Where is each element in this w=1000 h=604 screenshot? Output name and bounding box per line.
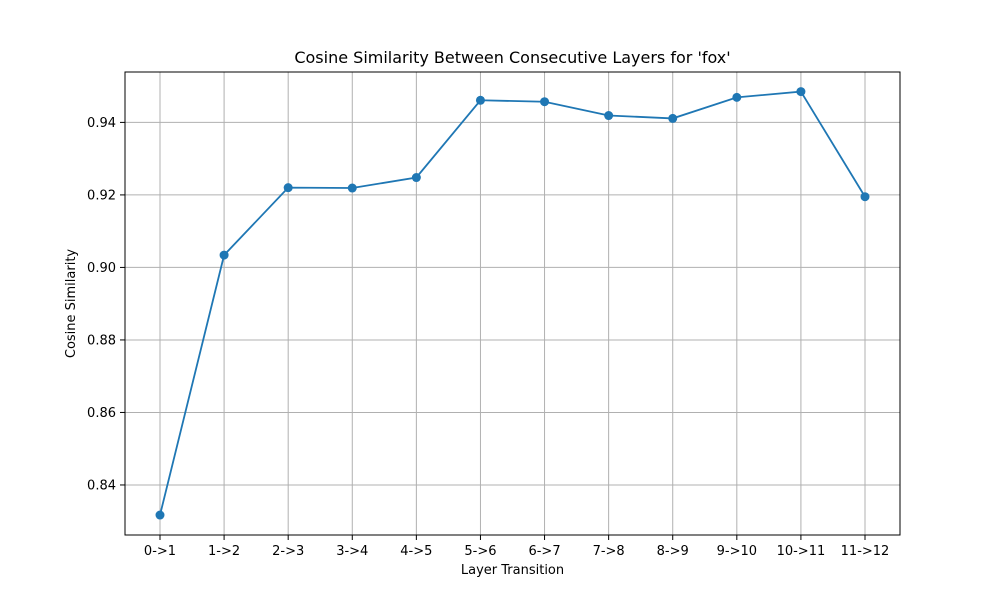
x-tick-label: 8->9 xyxy=(657,544,689,559)
x-tick-label: 3->4 xyxy=(336,544,368,559)
data-point xyxy=(540,97,550,107)
x-tick-label: 1->2 xyxy=(208,544,240,559)
y-tick-label: 0.88 xyxy=(87,333,116,348)
x-tick-label: 7->8 xyxy=(593,544,625,559)
data-point xyxy=(475,95,485,105)
data-point xyxy=(604,111,614,121)
chart-title: Cosine Similarity Between Consecutive La… xyxy=(294,48,730,67)
series-cosine-similarity xyxy=(155,87,870,520)
y-tick-label: 0.92 xyxy=(87,188,116,203)
x-axis-ticks: 0->1 1->2 2->3 3->4 4->5 5->6 6->7 7->8 8->9 9->1… xyxy=(144,535,889,559)
data-point xyxy=(155,510,165,520)
x-tick-label: 0->1 xyxy=(144,544,176,559)
x-tick-label: 11->12 xyxy=(841,544,890,559)
data-point xyxy=(860,192,870,202)
y-tick-label: 0.84 xyxy=(87,478,116,493)
data-point xyxy=(411,173,421,183)
y-axis-label: Cosine Similarity xyxy=(64,249,79,359)
x-tick-label: 6->7 xyxy=(528,544,560,559)
y-axis-ticks: 0.84 0.86 0.88 0.90 0.92 0.94 xyxy=(87,116,125,493)
data-point xyxy=(732,92,742,102)
y-tick-label: 0.94 xyxy=(87,116,116,131)
data-point xyxy=(796,87,806,97)
plot-frame xyxy=(124,71,901,536)
x-tick-label: 2->3 xyxy=(272,544,304,559)
y-tick-label: 0.86 xyxy=(87,406,116,421)
data-point xyxy=(283,183,293,193)
x-tick-label: 10->11 xyxy=(777,544,826,559)
y-tick-label: 0.90 xyxy=(87,261,116,276)
data-point xyxy=(347,183,357,193)
grid xyxy=(125,72,900,535)
x-tick-label: 4->5 xyxy=(400,544,432,559)
data-point xyxy=(668,113,678,123)
data-point xyxy=(219,250,229,260)
x-tick-label: 9->10 xyxy=(717,544,757,559)
x-tick-label: 5->6 xyxy=(464,544,496,559)
series-line xyxy=(159,90,866,516)
x-axis-label: Layer Transition xyxy=(461,563,564,578)
